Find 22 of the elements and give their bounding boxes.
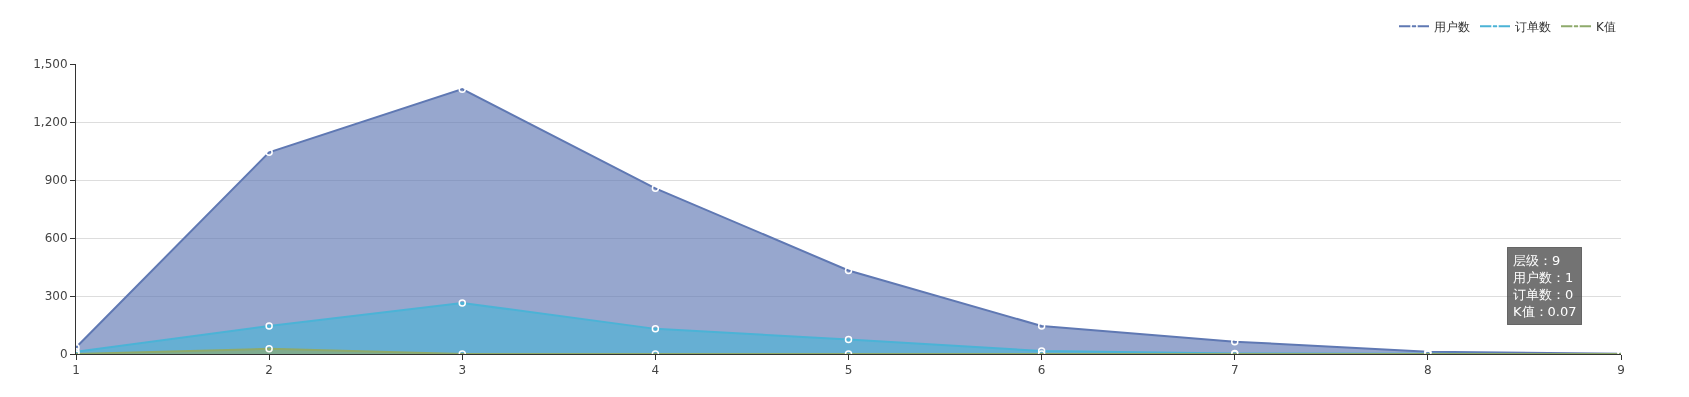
annotation: 层级：9 [1513, 253, 1561, 268]
x-tick-label: 7 [1230, 363, 1239, 378]
y-tick-label: 900 [44, 173, 68, 188]
x-tick-label: 3 [458, 363, 467, 378]
x-tick-label: 6 [1037, 363, 1046, 378]
x-tick-label: 8 [1424, 363, 1432, 378]
y-tick-label: 1,500 [33, 57, 68, 72]
x-tick-label: 5 [844, 363, 853, 378]
annotation: 用户数：1 [1513, 269, 1574, 285]
legend-label: K值 [1596, 19, 1616, 34]
x-tick-label: 2 [265, 363, 273, 378]
x-tick-label: 4 [651, 363, 660, 378]
x-tick-label: 9 [1617, 363, 1625, 378]
y-tick-label: 1,200 [33, 115, 68, 130]
x-tick-label: 1 [72, 363, 80, 378]
legend-label: 用户数 [1434, 19, 1470, 34]
annotation: K值：0.07 [1513, 303, 1577, 319]
annotation: 订单数：0 [1513, 286, 1574, 302]
y-tick-label: 0 [59, 347, 68, 362]
legend-label: 订单数 [1515, 19, 1551, 34]
y-tick-label: 300 [44, 289, 68, 304]
y-tick-label: 600 [44, 231, 68, 246]
